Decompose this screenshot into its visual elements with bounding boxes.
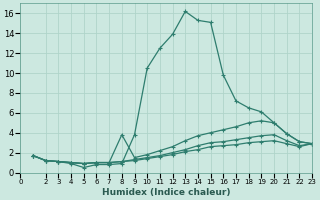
X-axis label: Humidex (Indice chaleur): Humidex (Indice chaleur)	[102, 188, 230, 197]
